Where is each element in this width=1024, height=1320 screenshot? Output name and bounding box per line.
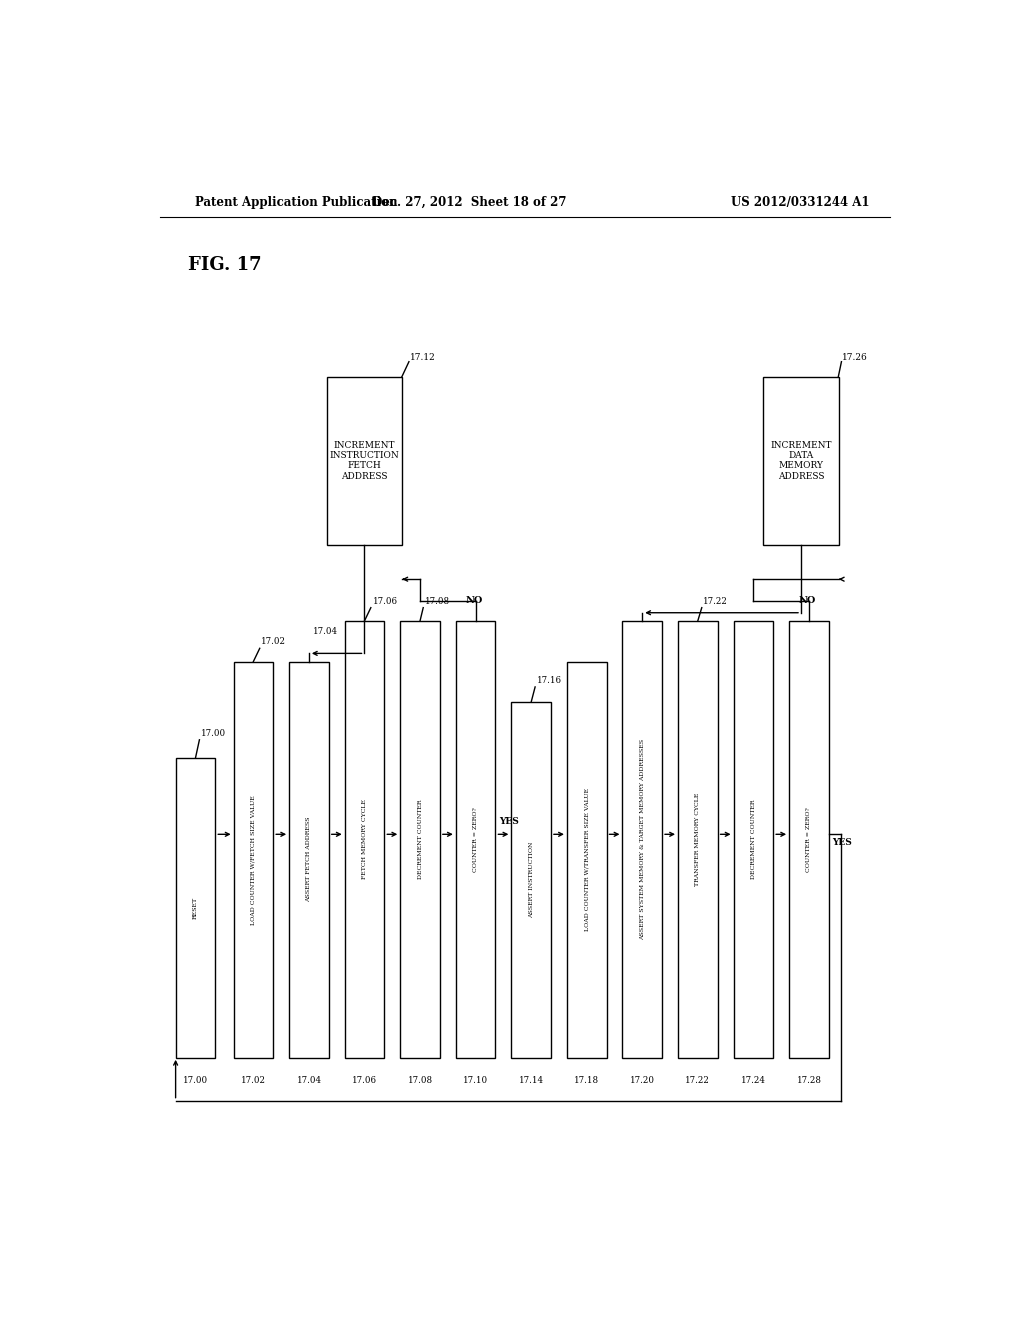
Text: 17.06: 17.06	[373, 597, 397, 606]
Text: 17.06: 17.06	[352, 1076, 377, 1085]
Text: YES: YES	[831, 838, 852, 847]
Text: LOAD COUNTER W/FETCH SIZE VALUE: LOAD COUNTER W/FETCH SIZE VALUE	[251, 795, 256, 924]
Bar	[176, 758, 215, 1057]
Bar	[456, 620, 496, 1057]
Bar	[567, 661, 606, 1057]
Text: 17.08: 17.08	[408, 1076, 432, 1085]
Text: DECREMENT COUNTER: DECREMENT COUNTER	[751, 800, 756, 879]
Text: 17.04: 17.04	[296, 1076, 322, 1085]
Bar	[400, 620, 440, 1057]
Text: 17.26: 17.26	[842, 352, 868, 362]
Text: 17.02: 17.02	[241, 1076, 266, 1085]
Text: RESET: RESET	[193, 896, 198, 919]
Text: YES: YES	[500, 817, 519, 826]
Text: 17.24: 17.24	[741, 1076, 766, 1085]
Text: 17.20: 17.20	[630, 1076, 654, 1085]
Text: TRANSFER MEMORY CYCLE: TRANSFER MEMORY CYCLE	[695, 793, 700, 886]
Text: NO: NO	[799, 595, 816, 605]
Text: 17.14: 17.14	[518, 1076, 544, 1085]
Bar	[233, 661, 273, 1057]
Text: 17.08: 17.08	[425, 597, 450, 606]
Text: 17.28: 17.28	[797, 1076, 821, 1085]
Text: DECREMENT COUNTER: DECREMENT COUNTER	[418, 800, 423, 879]
Text: INCREMENT
DATA
MEMORY
ADDRESS: INCREMENT DATA MEMORY ADDRESS	[770, 441, 831, 480]
Text: 17.00: 17.00	[183, 1076, 208, 1085]
Bar	[678, 620, 718, 1057]
Text: COUNTER = ZERO?: COUNTER = ZERO?	[807, 807, 811, 871]
Bar	[763, 378, 839, 545]
Bar	[733, 620, 773, 1057]
Text: US 2012/0331244 A1: US 2012/0331244 A1	[731, 195, 869, 209]
Text: LOAD COUNTER W/TRANSFER SIZE VALUE: LOAD COUNTER W/TRANSFER SIZE VALUE	[585, 788, 589, 932]
Text: NO: NO	[465, 595, 482, 605]
Bar	[289, 661, 329, 1057]
Text: 17.22: 17.22	[703, 597, 728, 606]
Bar	[790, 620, 828, 1057]
Text: FIG. 17: FIG. 17	[187, 256, 261, 275]
Text: 17.04: 17.04	[313, 627, 338, 636]
Text: Patent Application Publication: Patent Application Publication	[196, 195, 398, 209]
Text: 17.12: 17.12	[410, 352, 435, 362]
Text: 17.00: 17.00	[201, 729, 226, 738]
Bar	[327, 378, 402, 545]
Text: ASSERT FETCH ADDRESS: ASSERT FETCH ADDRESS	[306, 817, 311, 903]
Text: 17.18: 17.18	[574, 1076, 599, 1085]
Bar	[345, 620, 384, 1057]
Text: 17.22: 17.22	[685, 1076, 711, 1085]
Text: INCREMENT
INSTRUCTION
FETCH
ADDRESS: INCREMENT INSTRUCTION FETCH ADDRESS	[330, 441, 399, 480]
Text: COUNTER = ZERO?: COUNTER = ZERO?	[473, 807, 478, 871]
Text: Dec. 27, 2012  Sheet 18 of 27: Dec. 27, 2012 Sheet 18 of 27	[372, 195, 566, 209]
Text: ASSERT INSTRUCTION: ASSERT INSTRUCTION	[528, 842, 534, 919]
Text: 17.10: 17.10	[463, 1076, 488, 1085]
Bar	[623, 620, 663, 1057]
Text: ASSERT SYSTEM MEMORY & TARGET MEMORY ADDRESSES: ASSERT SYSTEM MEMORY & TARGET MEMORY ADD…	[640, 739, 645, 940]
Text: FETCH MEMORY CYCLE: FETCH MEMORY CYCLE	[362, 800, 367, 879]
Bar	[511, 702, 551, 1057]
Text: 17.02: 17.02	[261, 638, 287, 647]
Text: 17.16: 17.16	[537, 676, 562, 685]
